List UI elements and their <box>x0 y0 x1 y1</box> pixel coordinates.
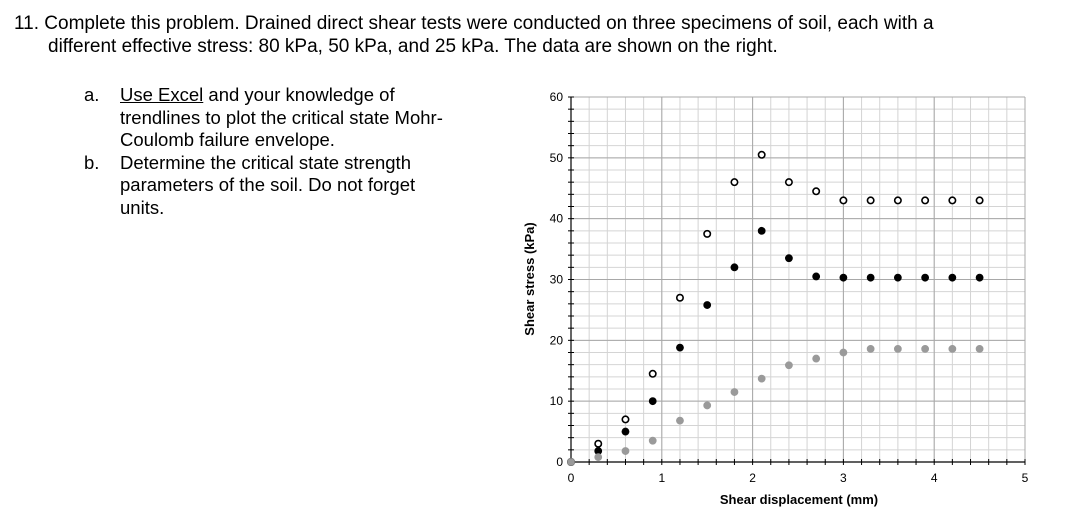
y-tick-label: 20 <box>550 333 564 347</box>
data-point-series-2 <box>948 273 957 282</box>
data-point-series-2 <box>975 273 984 282</box>
data-point-series-2 <box>676 343 684 352</box>
part-a-line-1: and your knowledge of <box>203 84 395 105</box>
part-b: b. Determine the critical state strength… <box>84 152 484 220</box>
data-point-series-1 <box>921 196 930 205</box>
x-axis-label: Shear displacement (mm) <box>720 492 878 507</box>
problem-line-1: 11. Complete this problem. Drained direc… <box>14 13 934 34</box>
chart-grid <box>570 96 1026 463</box>
x-tick-label: 2 <box>749 471 756 485</box>
data-point-series-1 <box>975 196 984 205</box>
data-point-series-2 <box>757 226 766 235</box>
data-point-series-3 <box>648 436 657 445</box>
data-point-series-3 <box>948 344 957 353</box>
data-point-series-1 <box>757 150 766 159</box>
data-point-series-2 <box>648 397 657 406</box>
data-point-series-1 <box>621 415 630 424</box>
x-tick-label: 1 <box>658 471 665 485</box>
use-excel-link[interactable]: Use Excel <box>120 84 204 105</box>
data-point-series-2 <box>921 273 930 282</box>
data-point-series-2 <box>621 427 630 436</box>
problem-parts: a. Use Excel and your knowledge of trend… <box>84 84 484 219</box>
y-tick-label: 60 <box>550 90 564 104</box>
data-point-series-1 <box>675 293 684 302</box>
data-point-series-3 <box>676 416 684 425</box>
x-tick-label: 0 <box>568 471 575 485</box>
x-tick-label: 3 <box>840 471 847 485</box>
chart-axes <box>568 96 1026 465</box>
part-b-line-2: parameters of the soil. Do not forget <box>120 174 416 195</box>
data-point-series-3 <box>757 374 766 383</box>
chart-points <box>566 150 984 466</box>
problem-line-2: different effective stress: 80 kPa, 50 k… <box>48 36 778 57</box>
y-axis-label: Shear stress (kPa) <box>522 222 537 335</box>
data-point-series-1 <box>594 439 603 448</box>
data-point-series-3 <box>975 344 984 353</box>
data-point-series-2 <box>730 263 739 272</box>
data-point-series-1 <box>866 196 875 205</box>
data-point-series-1 <box>893 196 902 205</box>
data-point-series-1 <box>948 196 957 205</box>
data-point-series-2 <box>785 254 793 263</box>
data-point-series-2 <box>866 273 875 282</box>
data-point-series-1 <box>703 229 712 238</box>
data-point-series-2 <box>839 273 848 282</box>
part-b-body: Determine the critical state strength pa… <box>120 152 484 220</box>
data-point-series-3 <box>866 344 875 353</box>
y-tick-label: 0 <box>556 455 563 469</box>
data-point-series-3 <box>621 447 630 455</box>
data-point-series-1 <box>812 187 821 196</box>
part-a-letter: a. <box>84 84 100 105</box>
y-tick-label: 30 <box>550 273 564 287</box>
data-point-series-1 <box>648 369 657 378</box>
part-a-line-3: Coulomb failure envelope. <box>120 129 335 150</box>
y-tick-label: 10 <box>550 394 564 408</box>
part-a-body: Use Excel and your knowledge of trendlin… <box>120 84 484 152</box>
part-a: a. Use Excel and your knowledge of trend… <box>84 84 484 152</box>
data-point-series-3 <box>567 458 575 466</box>
data-point-series-2 <box>812 272 821 281</box>
data-point-series-2 <box>893 273 902 282</box>
part-b-line-1: Determine the critical state strength <box>120 151 411 173</box>
data-point-series-1 <box>784 178 793 187</box>
x-tick-label: 5 <box>1022 471 1029 485</box>
y-tick-label: 50 <box>550 151 564 165</box>
data-point-series-3 <box>893 344 902 353</box>
data-point-series-1 <box>730 178 739 187</box>
data-point-series-3 <box>703 401 712 410</box>
data-point-series-3 <box>594 453 603 462</box>
y-tick-label: 40 <box>550 212 564 226</box>
data-point-series-3 <box>785 361 793 370</box>
part-b-line-3: units. <box>120 196 165 218</box>
problem-statement: 11. Complete this problem. Drained direc… <box>14 12 1064 58</box>
data-point-series-3 <box>730 388 739 396</box>
data-point-series-3 <box>839 348 848 357</box>
data-point-series-3 <box>812 354 821 363</box>
data-point-series-1 <box>839 196 848 205</box>
part-b-letter: b. <box>84 151 100 173</box>
data-point-series-2 <box>703 301 712 309</box>
part-a-line-2: trendlines to plot the critical state Mo… <box>120 106 443 128</box>
x-tick-label: 4 <box>931 471 938 485</box>
data-point-series-3 <box>921 344 930 353</box>
